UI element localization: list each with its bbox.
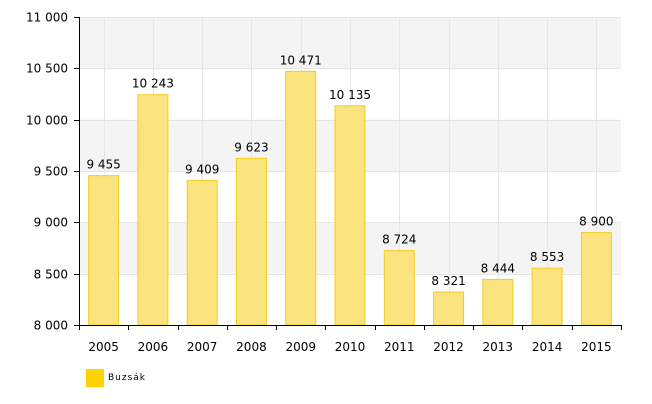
data-label: 10 243 bbox=[132, 77, 174, 91]
data-label: 8 321 bbox=[431, 274, 465, 288]
bar bbox=[383, 250, 415, 326]
x-tick-label: 2007 bbox=[187, 340, 218, 354]
bar bbox=[334, 105, 366, 326]
x-axis-ticks: 2005 2006 2007 2008 2009 2010 2011 2012 2013 2014… bbox=[79, 325, 622, 354]
data-label: 8 444 bbox=[481, 261, 515, 275]
bar bbox=[137, 94, 169, 326]
y-axis-ticks: 8 000 8 500 9 000 9 500 10 000 10 500 11 000 bbox=[26, 11, 79, 333]
x-tick-label: 2015 bbox=[581, 340, 612, 354]
data-labels: 9 455 10 243 9 409 9 623 10 471 10 135 8 724 8 … bbox=[86, 53, 613, 288]
x-tick-label: 2005 bbox=[88, 340, 119, 354]
x-tick-label: 2012 bbox=[433, 340, 464, 354]
y-tick-label: 9 000 bbox=[34, 216, 68, 230]
x-tick-label: 2011 bbox=[384, 340, 415, 354]
bar bbox=[285, 70, 317, 326]
data-label: 9 409 bbox=[185, 162, 219, 176]
legend: Buzsák bbox=[86, 369, 146, 387]
bar bbox=[88, 175, 120, 326]
data-label: 8 900 bbox=[579, 215, 613, 229]
x-tick-label: 2014 bbox=[532, 340, 563, 354]
bar bbox=[235, 157, 267, 326]
x-tick-label: 2008 bbox=[236, 340, 267, 354]
y-tick-label: 10 000 bbox=[26, 114, 68, 128]
data-label: 10 135 bbox=[329, 88, 371, 102]
x-tick-label: 2006 bbox=[138, 340, 169, 354]
bar bbox=[482, 278, 514, 326]
bar bbox=[186, 179, 218, 326]
y-tick-label: 9 500 bbox=[34, 165, 68, 179]
data-label: 8 724 bbox=[382, 233, 416, 247]
x-tick-label: 2010 bbox=[335, 340, 366, 354]
data-label: 9 623 bbox=[234, 140, 268, 154]
bar bbox=[580, 232, 612, 326]
bar bbox=[531, 267, 563, 326]
legend-label: Buzsák bbox=[108, 373, 147, 383]
data-label: 8 553 bbox=[530, 250, 564, 264]
data-label: 9 455 bbox=[86, 158, 120, 172]
data-label: 10 471 bbox=[280, 53, 322, 67]
x-tick-label: 2013 bbox=[483, 340, 514, 354]
y-tick-label: 8 000 bbox=[34, 319, 68, 333]
y-tick-label: 11 000 bbox=[26, 11, 68, 25]
y-tick-label: 8 500 bbox=[34, 268, 68, 282]
axes bbox=[79, 17, 621, 326]
y-tick-label: 10 500 bbox=[26, 62, 68, 76]
bar bbox=[433, 291, 465, 326]
bar-series bbox=[88, 70, 612, 326]
x-tick-label: 2009 bbox=[285, 340, 316, 354]
legend-swatch bbox=[86, 369, 104, 387]
